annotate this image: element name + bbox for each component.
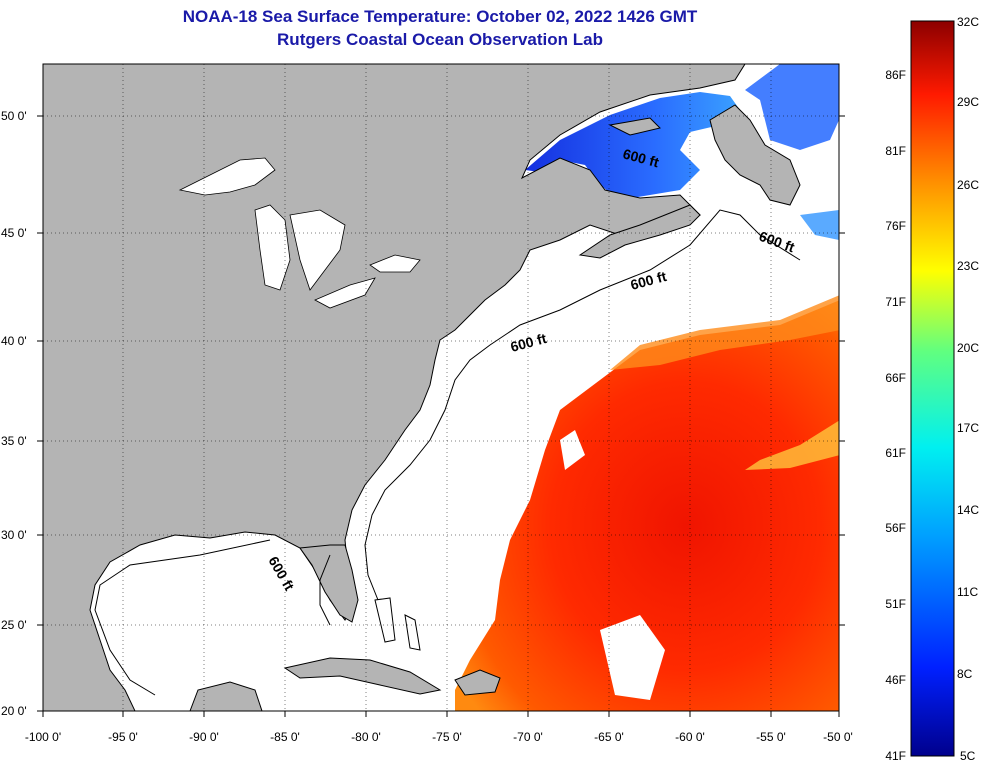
lat-label: 50 0'	[1, 109, 27, 123]
celsius-label: 17C	[957, 421, 979, 435]
lon-label: -80 0'	[351, 730, 381, 744]
fahrenheit-label: 51F	[885, 597, 906, 611]
lon-label: -50 0'	[823, 730, 853, 744]
lon-label: -65 0'	[594, 730, 624, 744]
fahrenheit-label: 71F	[885, 295, 906, 309]
fahrenheit-label: 61F	[885, 446, 906, 460]
cool-sst-region	[525, 92, 740, 200]
warm-sst-region	[455, 300, 839, 711]
celsius-label: 14C	[957, 503, 979, 517]
fahrenheit-label: 76F	[885, 219, 906, 233]
lat-label: 25 0'	[1, 618, 27, 632]
lon-label: -85 0'	[270, 730, 300, 744]
fahrenheit-label: 56F	[885, 521, 906, 535]
lat-label: 30 0'	[1, 528, 27, 542]
celsius-label: 8C	[957, 667, 973, 681]
isobath-600ft	[94, 209, 801, 696]
celsius-label: 29C	[957, 95, 979, 109]
lon-label: -100 0'	[25, 730, 61, 744]
color-scale-bar	[910, 20, 955, 757]
gulf-stream-edge	[610, 295, 839, 370]
celsius-label: 23C	[957, 259, 979, 273]
land-north-america	[43, 64, 746, 711]
celsius-label: 11C	[957, 585, 978, 599]
lat-label: 45 0'	[1, 226, 27, 240]
celsius-label: 20C	[957, 341, 979, 355]
map-subtitle: Rutgers Coastal Ocean Observation Lab	[277, 30, 603, 49]
lat-label: 40 0'	[1, 334, 27, 348]
lon-label: -95 0'	[108, 730, 138, 744]
celsius-label: 32C	[957, 15, 979, 29]
lon-label: -55 0'	[756, 730, 786, 744]
lat-label: 20 0'	[1, 704, 27, 718]
lon-label: -60 0'	[675, 730, 705, 744]
graticule	[43, 64, 839, 711]
land-cuba	[283, 657, 442, 695]
fahrenheit-label: 46F	[885, 673, 906, 687]
fahrenheit-label: 86F	[885, 68, 906, 82]
great-lakes	[178, 157, 276, 196]
map-frame	[42, 63, 840, 712]
lon-label: -70 0'	[513, 730, 543, 744]
map-title: NOAA-18 Sea Surface Temperature: October…	[182, 7, 698, 26]
celsius-label: 26C	[957, 178, 979, 192]
lon-label: -90 0'	[189, 730, 219, 744]
lat-label: 35 0'	[1, 434, 27, 448]
fahrenheit-label: 41F	[885, 749, 906, 763]
celsius-label: 5C	[960, 749, 976, 763]
fahrenheit-label: 66F	[885, 371, 906, 385]
lon-label: -75 0'	[432, 730, 462, 744]
fahrenheit-label: 81F	[885, 144, 906, 158]
